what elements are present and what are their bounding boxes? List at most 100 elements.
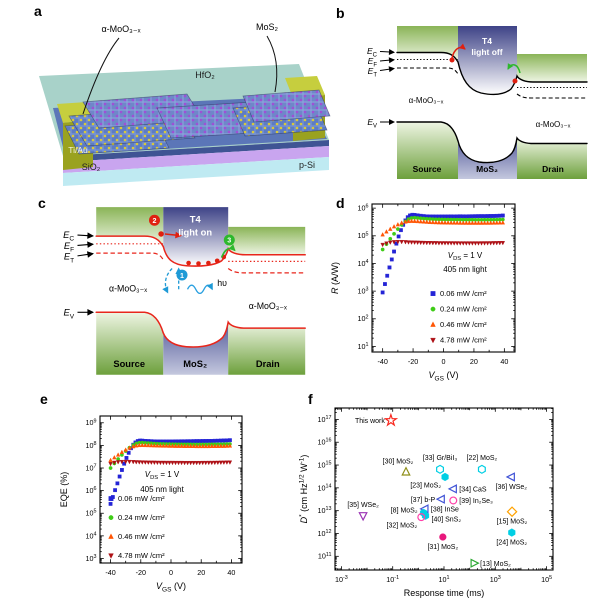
data-point-marker [127, 459, 132, 465]
source-label: Source [413, 164, 442, 174]
data-point-marker [436, 220, 442, 225]
data-point-marker [415, 240, 420, 246]
legend-label: 0.06 mW /cm² [118, 494, 165, 503]
data-point-marker [167, 443, 172, 448]
data-point-marker [454, 220, 460, 225]
alpha-moo3-right-label: α-MoO₃₋ₓ [536, 120, 571, 129]
legend-header: 405 nm light [443, 265, 487, 274]
y-tick-label: 1012 [318, 529, 332, 538]
data-point-marker [500, 213, 505, 218]
data-point-marker [436, 241, 442, 246]
data-point-marker [146, 442, 151, 448]
data-point-marker [179, 460, 184, 466]
data-point-marker [215, 443, 221, 448]
data-point-marker [430, 219, 436, 225]
data-point-marker [380, 232, 385, 237]
step1-number: 1 [180, 272, 184, 280]
data-point-marker [185, 443, 190, 448]
data-point-marker [399, 240, 404, 245]
x-tick-label: 40 [500, 357, 508, 366]
data-point-marker [409, 218, 414, 223]
data-point-marker [126, 450, 131, 455]
data-point-marker [176, 460, 181, 466]
trapping-arrow [162, 268, 173, 294]
panel-e-label: e [40, 391, 48, 407]
point-label: [36] WSe₂ [496, 484, 528, 491]
data-point-marker [470, 241, 475, 246]
source-lower-region [96, 312, 164, 375]
point-label: [31] MoS₂ [427, 544, 458, 551]
x-tick-label: 10-1 [386, 575, 399, 584]
data-point-marker [421, 511, 430, 520]
condition-title-line1: T4 [190, 214, 202, 224]
data-point-marker [143, 460, 148, 465]
data-point-marker [439, 220, 445, 225]
sio2-label: SiO₂ [82, 162, 101, 172]
y-tick-label: 102 [358, 314, 369, 323]
point-label: [8] MoS₂ [391, 507, 418, 514]
point-label: [39] In₂Se₃ [459, 498, 493, 505]
data-point-marker [140, 460, 145, 465]
x-tick-label: 40 [227, 568, 235, 577]
y-tick-label: 103 [86, 554, 97, 563]
data-point-marker [131, 443, 136, 449]
alpha-moo3-label: α-MoO₃₋ₓ [101, 24, 140, 34]
mos2-leader-line [266, 35, 278, 93]
data-point-marker [473, 220, 478, 225]
y-tick-label: 107 [86, 463, 97, 472]
data-point-marker [485, 220, 490, 225]
data-point-marker [451, 241, 457, 246]
data-point-marker [131, 460, 136, 465]
point-label: This work [355, 418, 385, 425]
data-point-marker [227, 443, 233, 448]
data-point-marker [500, 220, 506, 225]
data-point-marker [188, 461, 193, 466]
x-axis-label: VGS (V) [156, 581, 186, 594]
data-point-marker [194, 461, 199, 466]
data-point-marker [445, 241, 451, 246]
data-point-marker [403, 219, 408, 224]
data-point-marker [185, 461, 190, 466]
data-point-marker [473, 241, 478, 246]
y-tick-label: 1014 [318, 483, 332, 492]
mos2-lower-region [458, 138, 517, 179]
data-point-marker [149, 460, 154, 465]
data-point-marker [155, 443, 160, 448]
point-label: [24] MoS₂ [496, 540, 527, 547]
data-point-marker [396, 234, 401, 239]
data-point-marker [421, 219, 426, 224]
ef-arrow [379, 57, 395, 64]
valence-band-line [95, 311, 306, 348]
data-point-marker [488, 241, 493, 246]
x-tick-label: -20 [408, 357, 418, 366]
data-point-marker [436, 464, 445, 474]
data-point-marker [173, 460, 178, 466]
y-tick-label: 104 [86, 531, 97, 540]
data-point-marker [117, 474, 122, 479]
conduction-band-line [396, 51, 588, 96]
panel-c-label: c [38, 195, 46, 211]
data-point-marker [508, 528, 516, 537]
data-point-marker [467, 241, 472, 246]
data-point-marker [182, 443, 187, 448]
legend-label: 0.46 mW /cm² [440, 320, 487, 329]
data-point-marker [448, 220, 454, 225]
responsivity-chart: -40 -20 0 20 40 101 102 103 104 105 106 VGS (V) R (A… [330, 203, 516, 383]
data-point-marker [497, 220, 502, 225]
point-label: [34] CaS [459, 487, 487, 494]
data-point-marker [191, 461, 196, 466]
legend-label: 4.78 mW /cm² [440, 336, 487, 345]
mos2-upper-region [163, 207, 229, 267]
ev-label: EV [367, 117, 377, 130]
data-point-marker [406, 240, 411, 245]
data-point-marker [476, 220, 481, 225]
data-point-marker [120, 468, 124, 472]
drain-label: Drain [542, 164, 564, 174]
data-point-marker [488, 220, 493, 225]
electron-dot [449, 57, 455, 63]
data-point-marker [430, 321, 436, 327]
data-point-marker [200, 443, 205, 449]
ef-label: EF [64, 241, 74, 254]
data-point-marker [218, 443, 224, 448]
